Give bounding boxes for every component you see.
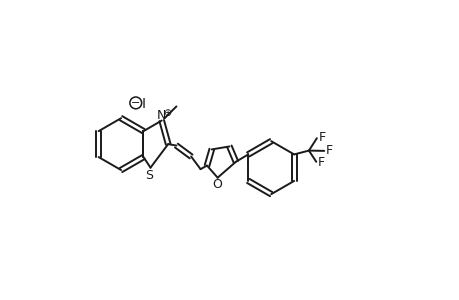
Text: ⊕: ⊕ bbox=[162, 108, 171, 118]
Text: F: F bbox=[317, 157, 325, 169]
Text: O: O bbox=[211, 178, 221, 191]
Text: S: S bbox=[146, 169, 153, 182]
Text: −: − bbox=[131, 98, 140, 108]
Text: I: I bbox=[141, 97, 145, 111]
Text: N: N bbox=[156, 109, 165, 122]
Text: F: F bbox=[325, 144, 332, 158]
Text: F: F bbox=[318, 130, 325, 143]
